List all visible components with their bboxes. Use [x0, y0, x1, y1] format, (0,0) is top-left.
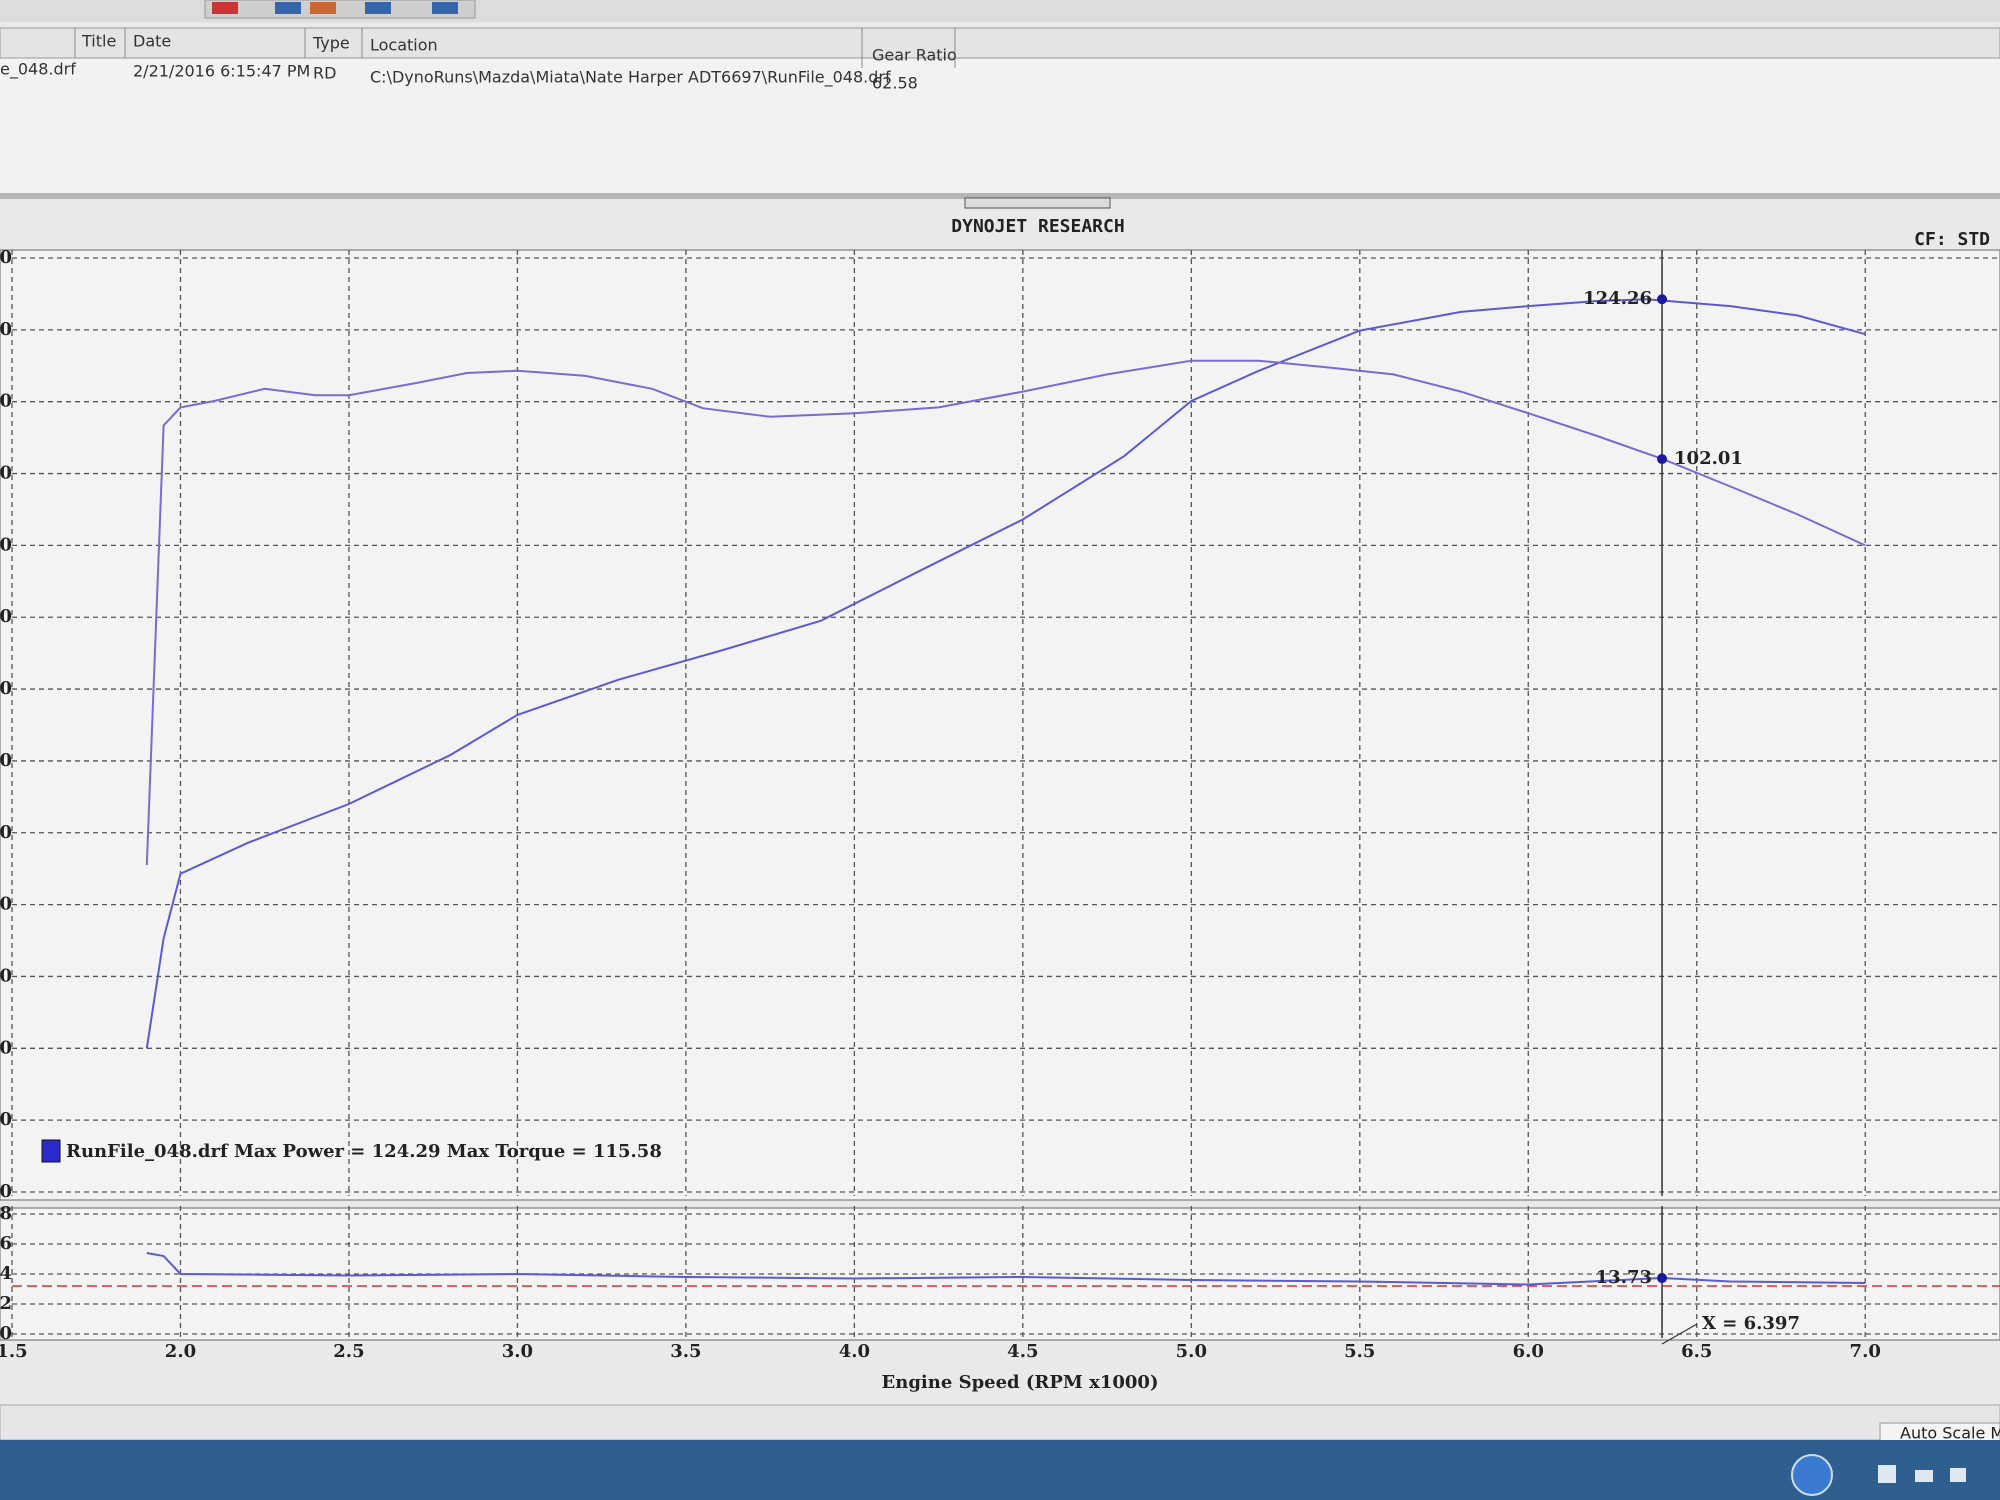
y-tick-label: 30: [0, 965, 12, 986]
y-tick-label: 40: [0, 894, 12, 915]
table-cell[interactable]: RD: [313, 64, 336, 83]
cursor-value-label: 102.01: [1674, 448, 1743, 469]
toolbar: [0, 0, 2000, 22]
tray-icon[interactable]: [1950, 1468, 1966, 1482]
x-tick-label: 6.5: [1681, 1341, 1712, 1362]
x-tick-label: 5.0: [1176, 1341, 1207, 1362]
y-tick-label: 10: [0, 1323, 12, 1344]
table-cell[interactable]: 2/21/2016 6:15:47 PM: [133, 62, 310, 81]
y-tick-label: 110: [0, 391, 12, 412]
toolbar-icon[interactable]: [432, 2, 458, 14]
y-tick-label: 0: [0, 1181, 12, 1202]
y-tick-label: 120: [0, 319, 12, 340]
x-tick-label: 6.0: [1513, 1341, 1544, 1362]
toolbar-icon[interactable]: [310, 2, 336, 14]
data-line: [145, 298, 1866, 1049]
chart-title: DYNOJET RESEARCH: [951, 216, 1124, 237]
y-tick-label: 50: [0, 822, 12, 843]
status-bar: [0, 1404, 2000, 1441]
table-cell[interactable]: 62.58: [872, 74, 918, 93]
y-tick-label: 80: [0, 606, 12, 627]
y-tick-label: 70: [0, 678, 12, 699]
x-tick-label: 7.0: [1850, 1341, 1881, 1362]
y-tick-label: 10: [0, 1109, 12, 1130]
legend-text: RunFile_048.drf Max Power = 124.29 Max T…: [66, 1141, 662, 1162]
x-tick-label: 4.0: [839, 1341, 870, 1362]
cursor-pointer: [1661, 1323, 1698, 1345]
correction-factor: CF: STD: [1914, 229, 1990, 250]
toolbar-icon[interactable]: [212, 2, 238, 14]
main-plot-area: [0, 249, 2000, 1201]
x-tick-label: 4.5: [1007, 1341, 1038, 1362]
column-header[interactable]: Location: [370, 36, 438, 55]
x-tick-label: 1.5: [0, 1341, 28, 1362]
cursor-marker: [1657, 294, 1668, 305]
x-tick-label: 2.0: [165, 1341, 196, 1362]
afr-plot-area: [0, 1207, 2000, 1341]
column-header[interactable]: Type: [312, 34, 350, 53]
cursor-marker: [1657, 1273, 1668, 1284]
toolbar-group: [204, 0, 476, 19]
legend-swatch: [41, 1139, 61, 1163]
toolbar-icon[interactable]: [275, 2, 301, 14]
cursor-x-label: X = 6.397: [1702, 1313, 1800, 1334]
taskbar: [0, 1440, 2000, 1500]
cursor-value-label: 13.73: [1596, 1267, 1652, 1288]
y-tick-label: 14: [0, 1263, 12, 1284]
data-line: [145, 359, 1866, 866]
y-tick-label: 130: [0, 247, 12, 268]
cursor-value-label: 124.26: [1583, 288, 1652, 309]
status-text[interactable]: Auto Scale M: [1900, 1424, 2000, 1443]
x-axis-label: Engine Speed (RPM x1000): [882, 1372, 1159, 1393]
y-tick-label: 12: [0, 1293, 12, 1314]
table-cell[interactable]: e_048.drf: [0, 60, 76, 80]
splitter-handle[interactable]: [964, 197, 1111, 209]
y-tick-label: 60: [0, 750, 12, 771]
tray-icon[interactable]: [1878, 1465, 1896, 1483]
help-icon[interactable]: [1791, 1454, 1833, 1496]
x-tick-label: 5.5: [1344, 1341, 1375, 1362]
y-tick-label: 90: [0, 534, 12, 555]
y-tick-label: 100: [0, 463, 12, 484]
y-tick-label: 16: [0, 1233, 12, 1254]
cursor-marker: [1657, 454, 1668, 465]
splitter[interactable]: [0, 193, 2000, 199]
table-cell[interactable]: C:\DynoRuns\Mazda\Miata\Nate Harper ADT6…: [370, 68, 891, 88]
column-header[interactable]: Gear Ratio: [872, 46, 957, 65]
x-tick-label: 3.0: [502, 1341, 533, 1362]
x-tick-label: 3.5: [670, 1341, 701, 1362]
table-header: [0, 27, 2000, 59]
column-header[interactable]: Date: [133, 32, 171, 51]
toolbar-icon[interactable]: [365, 2, 391, 14]
tray-icon[interactable]: [1915, 1470, 1933, 1482]
y-tick-label: 20: [0, 1037, 12, 1058]
column-header[interactable]: Title: [81, 32, 116, 51]
data-line: [146, 1252, 1866, 1286]
x-tick-label: 2.5: [333, 1341, 364, 1362]
y-tick-label: 18: [0, 1203, 12, 1224]
